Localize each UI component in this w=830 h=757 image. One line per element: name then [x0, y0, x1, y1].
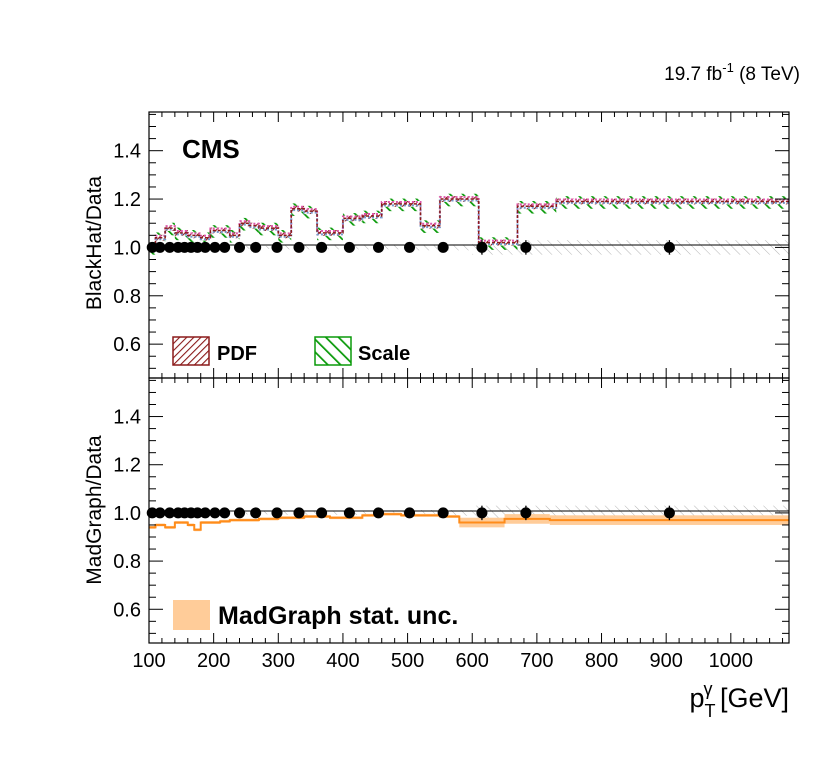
y-tick-label: 1.0: [113, 237, 141, 259]
x-axis-title: pTγ [GeV]: [689, 679, 789, 721]
data-point: [476, 507, 488, 519]
y-tick-label: 1.2: [113, 455, 141, 477]
y-tick-label: 1.4: [113, 407, 141, 429]
y-tick-label: 1.4: [113, 141, 141, 163]
panel-madgraph: 0.6 0.8 1.0 1.2 1.4 MadGraph/Data MadGraph s…: [83, 377, 790, 644]
data-point: [343, 241, 355, 253]
data-point: [476, 241, 488, 253]
x-tick-label: 800: [585, 650, 618, 672]
x-tick-label: 100: [132, 650, 165, 672]
data-point: [663, 241, 675, 253]
data-point: [164, 507, 176, 519]
legend-mg-label: MadGraph stat. unc.: [218, 602, 458, 630]
data-point: [234, 241, 246, 253]
pdf-unc-band: [439, 196, 460, 202]
blackhat-central-line: [149, 198, 789, 249]
x-tick-label: 500: [391, 650, 424, 672]
data-point: [271, 241, 283, 253]
data-point: [293, 507, 305, 519]
data-point: [372, 507, 384, 519]
x-tick-label: 1000: [709, 650, 754, 672]
data-point: [250, 507, 262, 519]
x-tick-label: 900: [649, 650, 682, 672]
data-point: [663, 507, 675, 519]
data-point: [164, 241, 176, 253]
ylabel-bottom: MadGraph/Data: [83, 435, 106, 585]
data-point: [191, 507, 203, 519]
lumi-label: 19.7 fb-1 (8 TeV): [664, 60, 800, 85]
data-point: [372, 241, 384, 253]
data-point: [437, 507, 449, 519]
frame-bottom: [148, 377, 790, 644]
legend-scale-swatch: [314, 336, 352, 366]
cms-label: CMS: [182, 134, 240, 164]
data-point: [191, 241, 203, 253]
data-point: [293, 241, 305, 253]
data-point: [199, 507, 211, 519]
x-tick-label: 300: [262, 650, 295, 672]
pdf-unc-band: [174, 230, 182, 236]
data-point: [520, 507, 532, 519]
data-stat-band: [536, 240, 789, 255]
pdf-unc-band: [187, 232, 195, 239]
blackhat-variation-line: [149, 196, 789, 247]
panel-blackhat: 0.6 0.8 1.0 1.2 1.4 CMS BlackHat/Data PDF Sc…: [83, 111, 790, 379]
y-tick-label: 1.0: [113, 503, 141, 525]
data-point: [199, 241, 211, 253]
x-tick-label: 600: [456, 650, 489, 672]
data-point: [520, 241, 532, 253]
data-point: [219, 241, 231, 253]
data-stat-band: [278, 245, 408, 250]
y-tick-label: 0.6: [113, 599, 141, 621]
data-point: [437, 241, 449, 253]
data-point: [250, 241, 262, 253]
pdf-unc-band: [239, 220, 250, 227]
pdf-unc-band: [330, 230, 343, 236]
data-point: [209, 241, 221, 253]
pdf-unc-band: [342, 215, 363, 222]
y-tick-label: 0.8: [113, 286, 141, 308]
data-point: [343, 507, 355, 519]
data-point: [404, 241, 416, 253]
legend-mg-swatch: [173, 600, 210, 630]
data-point: [234, 507, 246, 519]
data-point: [316, 241, 328, 253]
data-stat-band: [278, 510, 408, 515]
pdf-unc-band: [420, 222, 440, 229]
pdf-unc-band: [181, 230, 188, 236]
ylabel-top: BlackHat/Data: [83, 176, 106, 311]
legend-pdf-label: PDF: [217, 343, 257, 365]
y-tick-label: 1.2: [113, 189, 141, 211]
y-tick-label: 0.8: [113, 551, 141, 573]
x-tick-label: 200: [197, 650, 230, 672]
x-tick-label: 400: [326, 650, 359, 672]
legend-scale-label: Scale: [358, 343, 410, 365]
y-tick-label: 0.6: [113, 334, 141, 356]
data-point: [219, 507, 231, 519]
data-point: [316, 507, 328, 519]
pdf-unc-band: [459, 196, 479, 202]
data-point: [404, 507, 416, 519]
blackhat-variation-line: [149, 199, 789, 250]
x-tick-label: 700: [520, 650, 553, 672]
legend-pdf-swatch: [172, 336, 210, 366]
data-point: [209, 507, 221, 519]
data-point: [271, 507, 283, 519]
